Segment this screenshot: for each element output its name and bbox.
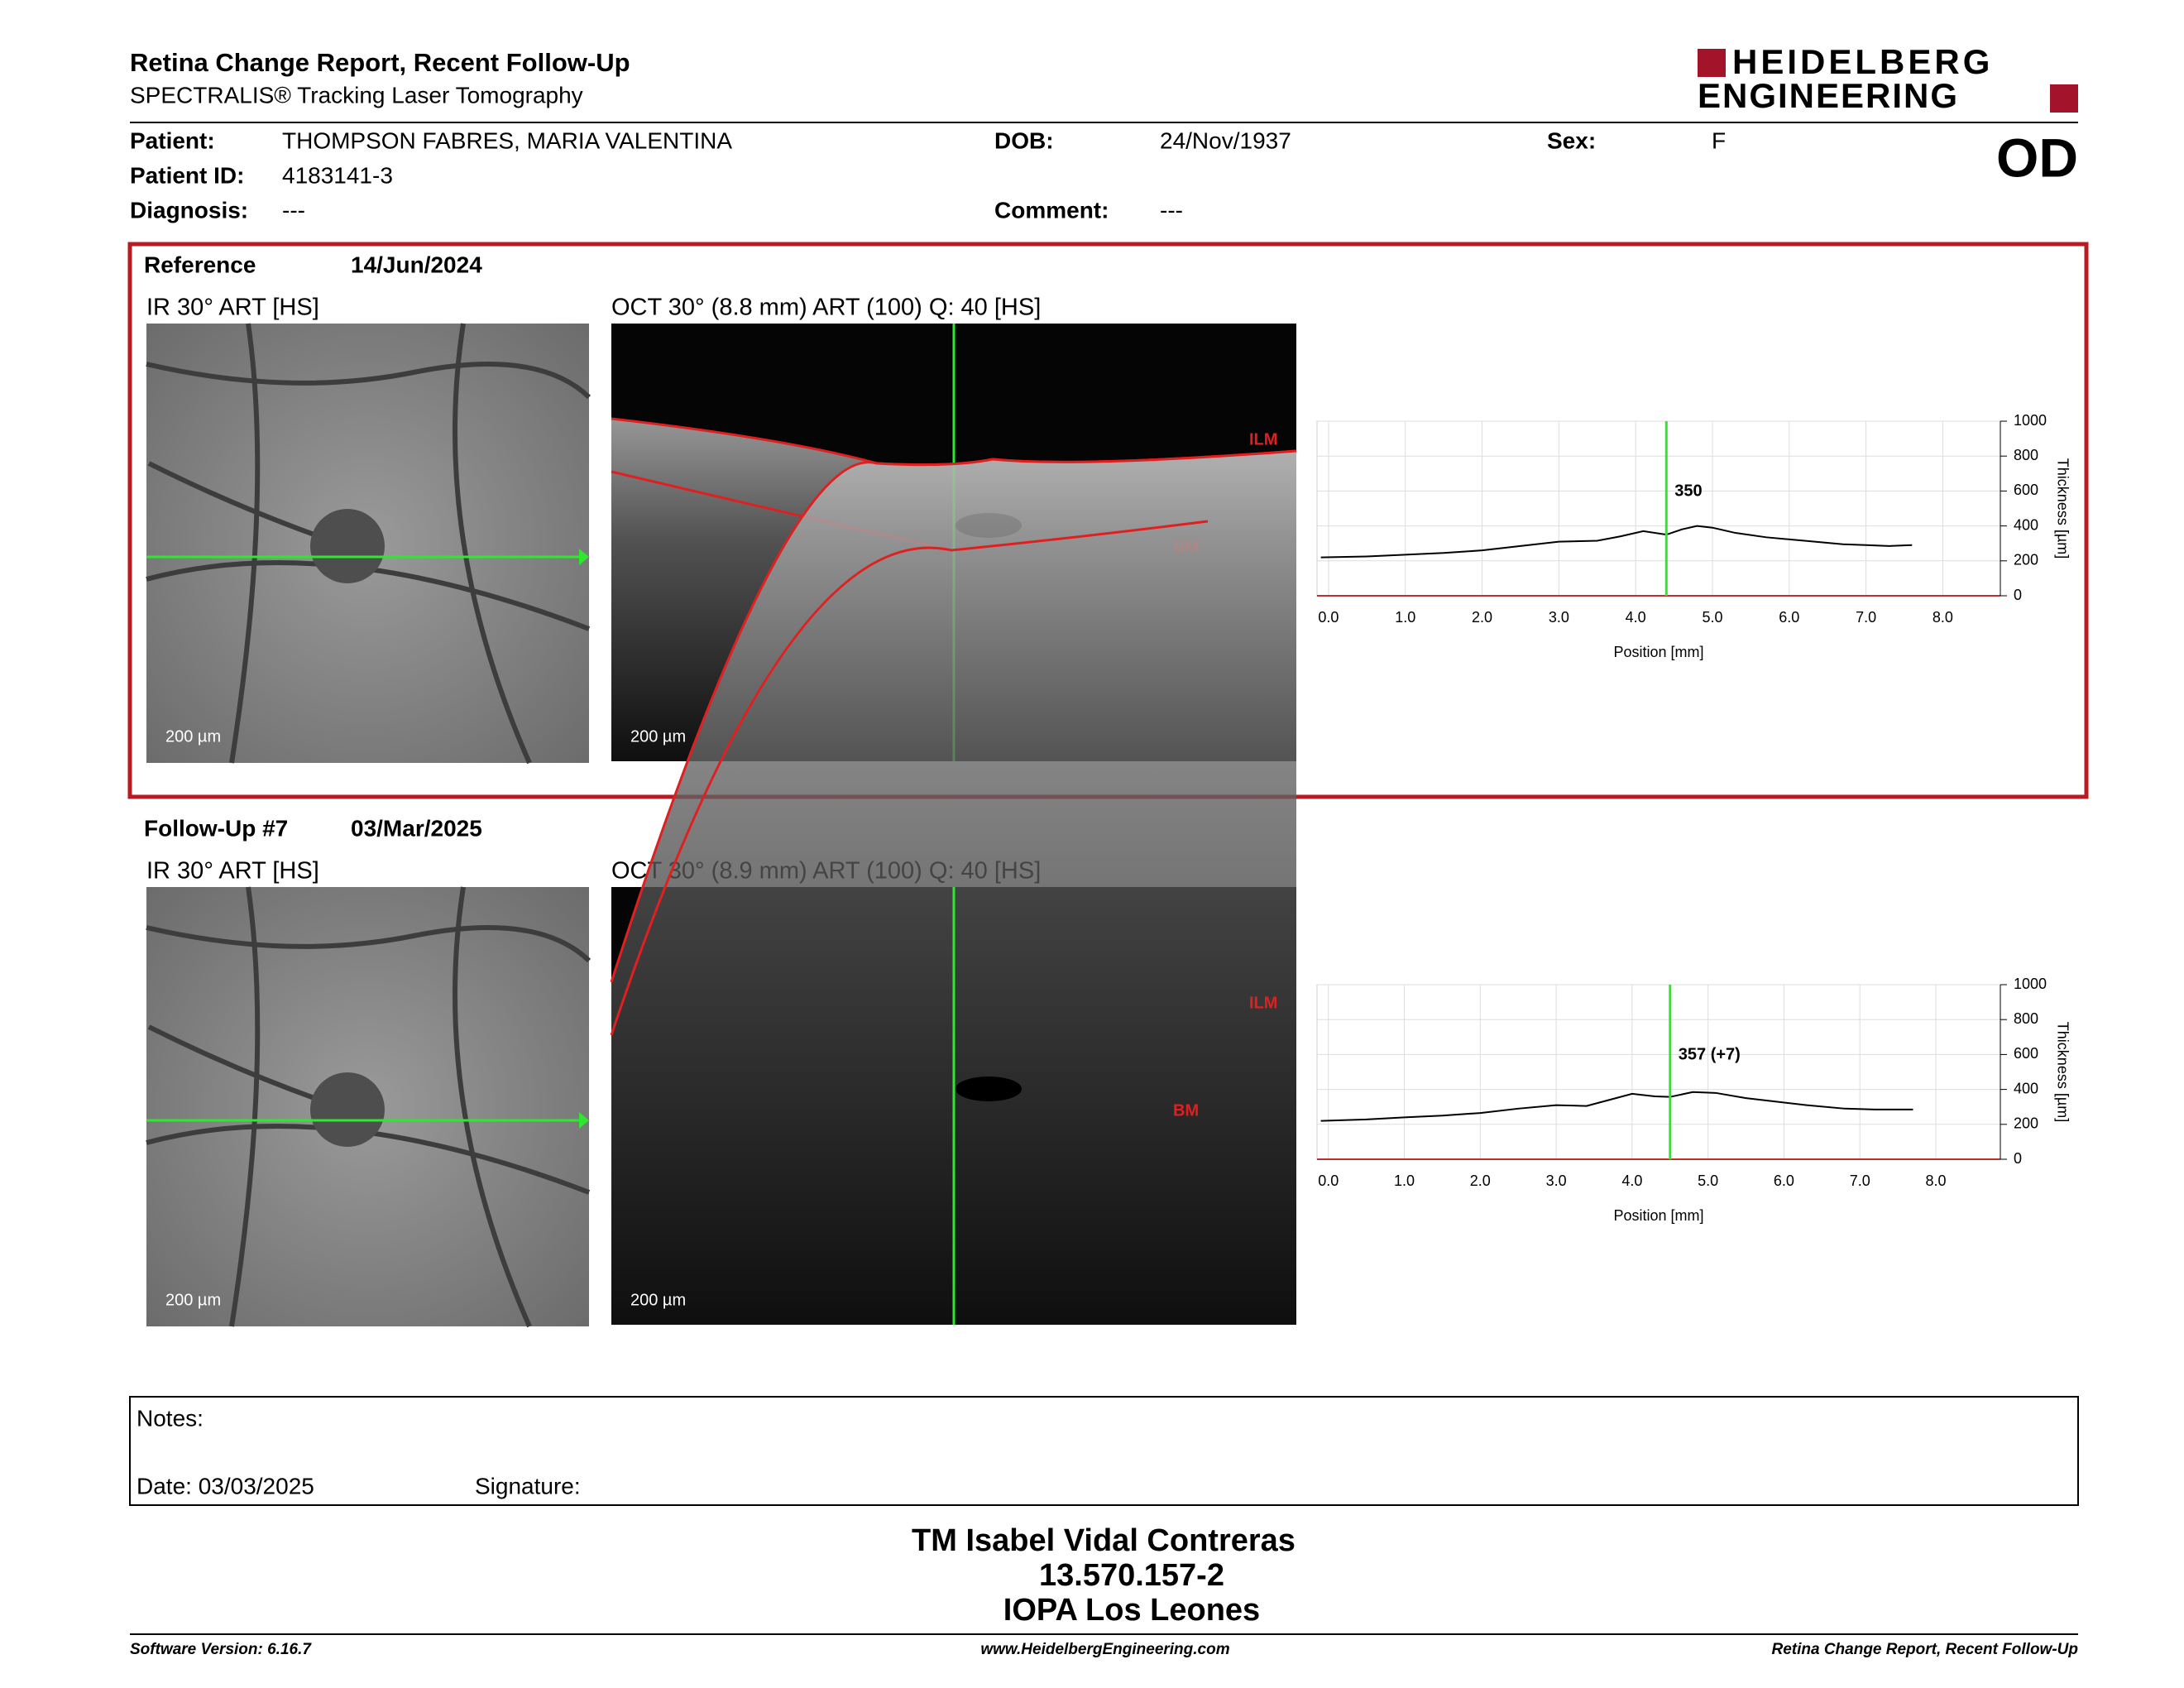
eye: OD — [1996, 127, 2078, 188]
marker-label: 350 — [1674, 482, 1702, 500]
signer-id: 13.570.157-2 — [1039, 1558, 1224, 1593]
y-tick-label: 400 — [2014, 516, 2038, 533]
scan-arrow — [579, 1112, 589, 1129]
label: Patient: — [130, 127, 215, 153]
ilm-label: ILM — [1249, 430, 1277, 448]
y-tick-label: 200 — [2014, 552, 2038, 568]
x-tick-label: 0.0 — [1318, 1172, 1339, 1189]
x-tick-label: 3.0 — [1546, 1172, 1567, 1189]
y-tick-label: 800 — [2014, 1010, 2038, 1027]
thickness-line — [1320, 1091, 1913, 1122]
ir-scale: 200 µm — [165, 727, 221, 746]
x-tick-label: 6.0 — [1774, 1172, 1794, 1189]
notes-label: Notes: — [136, 1405, 204, 1431]
y-tick-label: 1000 — [2014, 976, 2047, 992]
logo-block — [1698, 49, 1726, 77]
x-tick-label: 7.0 — [1850, 1172, 1870, 1189]
label: Diagnosis: — [130, 197, 248, 223]
vessel — [146, 362, 592, 400]
y-tick-label: 600 — [2014, 1045, 2038, 1062]
footer-left: Software Version: 6.16.7 — [130, 1641, 312, 1658]
notes-box — [129, 1396, 2079, 1506]
logo-text: ENGINEERING — [1698, 76, 1959, 115]
vessel — [229, 886, 261, 1327]
ir-scale: 200 µm — [165, 1291, 221, 1309]
y-tick-label: 0 — [2014, 587, 2022, 603]
footer-center: www.HeidelbergEngineering.com — [980, 1641, 1229, 1658]
x-tick-label: 4.0 — [1626, 609, 1646, 626]
plot-area — [1316, 420, 2001, 597]
value: 24/Nov/1937 — [1160, 127, 1291, 153]
label: Patient ID: — [130, 162, 244, 188]
fovea — [310, 1072, 385, 1147]
vessel — [229, 323, 261, 764]
x-tick-label: 3.0 — [1549, 609, 1569, 626]
y-axis-label: Thickness [µm] — [2054, 458, 2071, 559]
label: Comment: — [994, 197, 1109, 223]
value: 4183141-3 — [282, 162, 393, 188]
y-tick-label: 1000 — [2014, 412, 2047, 429]
oct-scale: 200 µm — [630, 727, 686, 746]
fluid — [956, 1077, 1022, 1101]
x-tick-label: 6.0 — [1779, 609, 1799, 626]
report-subtitle: SPECTRALIS® Tracking Laser Tomography — [130, 82, 583, 108]
plot-area — [1316, 984, 2001, 1160]
signer-place: IOPA Los Leones — [1003, 1593, 1260, 1628]
ilm-label: ILM — [1249, 994, 1277, 1012]
x-axis-label: Position [mm] — [1613, 1207, 1703, 1224]
x-tick-label: 2.0 — [1472, 609, 1492, 626]
logo-block — [2050, 84, 2078, 113]
x-tick-label: 2.0 — [1470, 1172, 1491, 1189]
exam-label: Follow-Up #7 — [144, 815, 288, 841]
y-tick-label: 0 — [2014, 1150, 2022, 1167]
notes-signature: Signature: — [475, 1473, 581, 1499]
oct-scale: 200 µm — [630, 1291, 686, 1309]
exam-label: Reference — [144, 252, 256, 277]
x-tick-label: 5.0 — [1702, 609, 1722, 626]
scan-arrow — [579, 549, 589, 565]
x-axis-label: Position [mm] — [1613, 644, 1703, 660]
x-tick-label: 1.0 — [1395, 609, 1415, 626]
y-tick-label: 400 — [2014, 1080, 2038, 1096]
x-tick-label: 7.0 — [1856, 609, 1876, 626]
vessel — [453, 886, 532, 1328]
x-tick-label: 8.0 — [1933, 609, 1953, 626]
bm-label: BM — [1173, 1101, 1199, 1120]
label: Sex: — [1547, 127, 1596, 153]
y-tick-label: 200 — [2014, 1115, 2038, 1132]
x-tick-label: 4.0 — [1621, 1172, 1642, 1189]
footer-right: Retina Change Report, Recent Follow-Up — [1771, 1641, 2078, 1658]
value: THOMPSON FABRES, MARIA VALENTINA — [282, 127, 732, 153]
ilm-line — [610, 449, 1297, 983]
exams: Reference 14/Jun/2024 IR 30° ART [HS] OCT 3… — [144, 252, 2071, 1328]
exam-date: 03/Mar/2025 — [351, 815, 482, 841]
oct-title: OCT 30° (8.8 mm) ART (100) Q: 40 [HS] — [611, 295, 1041, 321]
y-tick-label: 600 — [2014, 482, 2038, 498]
ir-title: IR 30° ART [HS] — [146, 295, 319, 321]
fovea — [310, 509, 385, 583]
x-tick-label: 1.0 — [1394, 1172, 1415, 1189]
logo-text: HEIDELBERG — [1732, 42, 1993, 81]
vessel — [146, 925, 592, 963]
value: F — [1712, 127, 1726, 153]
label: DOB: — [994, 127, 1054, 153]
signer-name: TM Isabel Vidal Contreras — [912, 1523, 1296, 1558]
y-axis-label: Thickness [µm] — [2054, 1022, 2071, 1122]
value: --- — [282, 197, 305, 223]
x-tick-label: 0.0 — [1318, 609, 1339, 626]
vessel — [453, 323, 532, 765]
ir-title: IR 30° ART [HS] — [146, 858, 319, 885]
notes-date: Date: 03/03/2025 — [136, 1473, 314, 1499]
x-tick-label: 5.0 — [1698, 1172, 1718, 1189]
y-tick-label: 800 — [2014, 447, 2038, 463]
exam-date: 14/Jun/2024 — [351, 252, 482, 277]
report-title: Retina Change Report, Recent Follow-Up — [130, 48, 630, 77]
value: --- — [1160, 197, 1183, 223]
bm-line — [610, 520, 1209, 1036]
x-tick-label: 8.0 — [1925, 1172, 1946, 1189]
marker-label: 357 (+7) — [1679, 1045, 1741, 1063]
